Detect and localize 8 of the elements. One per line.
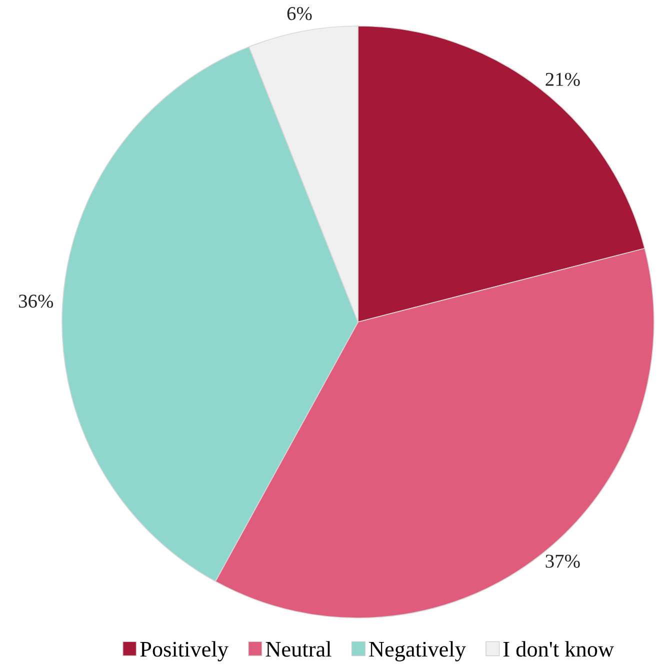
data-label: 36% (19, 294, 54, 308)
legend-label: Positively (140, 641, 228, 662)
data-label: 6% (287, 6, 312, 20)
legend-label: Neutral (266, 641, 332, 657)
data-label: 21% (546, 72, 580, 86)
legend-label: Negatively (369, 641, 466, 662)
legend-label: I don't know (503, 641, 614, 657)
data-label: 37% (546, 554, 580, 568)
